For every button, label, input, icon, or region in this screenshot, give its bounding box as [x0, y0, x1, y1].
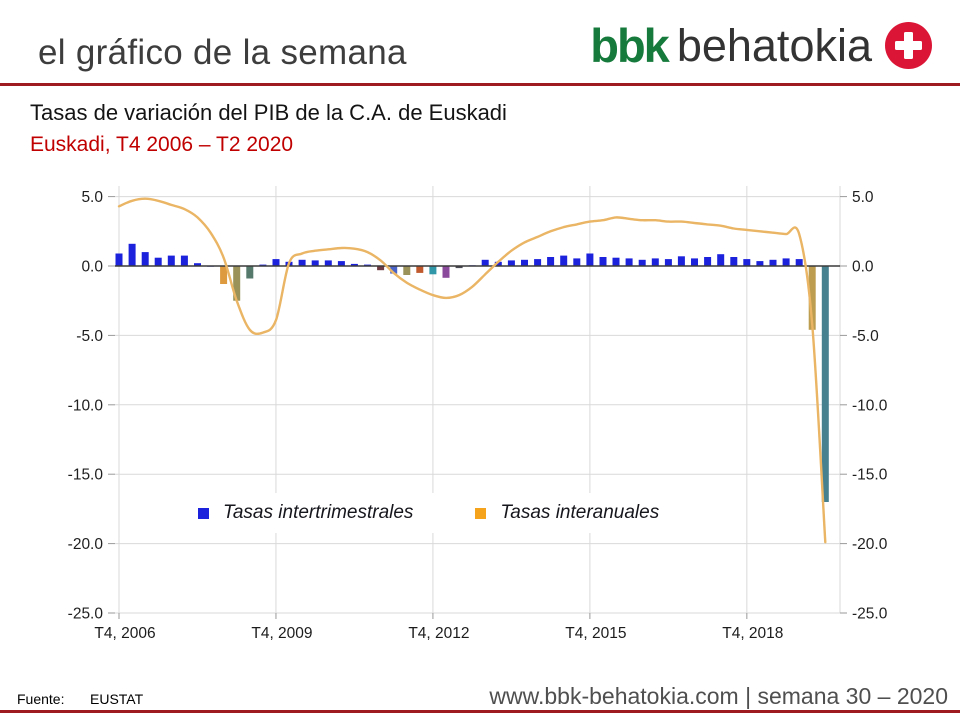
legend-swatch-orange	[475, 507, 487, 519]
bar	[717, 254, 725, 266]
y-tick-label-right: -10.0	[852, 397, 888, 414]
bar	[586, 253, 594, 266]
bar	[599, 257, 607, 266]
y-tick-label-right: 0.0	[852, 259, 874, 276]
y-tick-label-right: 5.0	[852, 189, 874, 206]
bar	[507, 260, 515, 266]
bar	[337, 261, 345, 266]
footer-divider-line	[0, 710, 960, 713]
x-tick-label: T4, 2018	[722, 625, 783, 642]
logo-red-circle	[885, 22, 932, 69]
y-tick-label-left: -25.0	[68, 606, 104, 623]
x-tick-label: T4, 2009	[251, 625, 312, 642]
interanuales-line	[117, 197, 827, 544]
x-tick-label: T4, 2012	[408, 625, 469, 642]
bar	[795, 259, 803, 266]
bar	[481, 259, 489, 266]
x-tick-label: T4, 2015	[565, 625, 626, 642]
bar	[233, 266, 241, 301]
y-tick-label-left: 5.0	[81, 189, 103, 206]
page-title: el gráfico de la semana	[38, 33, 407, 72]
logo-behatokia-text: behatokia	[676, 20, 872, 71]
chart-subtitle: Euskadi, T4 2006 – T2 2020	[30, 133, 294, 156]
legend-item-intertrimestrales: Tasas intertrimestrales	[198, 502, 413, 524]
footer-website: www.bbk-behatokia.com | semana 30 – 2020	[489, 683, 948, 709]
bar	[782, 258, 790, 266]
bar-series	[115, 243, 829, 502]
bar	[429, 266, 437, 275]
bar	[311, 260, 319, 266]
bar	[128, 243, 136, 266]
bar	[769, 259, 777, 266]
bar	[612, 257, 620, 266]
y-tick-label-left: 0.0	[81, 259, 103, 276]
chart-legend: Tasas intertrimestrales Tasas interanual…	[186, 493, 702, 533]
y-tick-label-right: -5.0	[852, 328, 879, 345]
bar	[141, 252, 149, 266]
bar	[743, 259, 751, 266]
y-tick-label-right: -20.0	[852, 536, 888, 553]
line-series	[117, 197, 827, 544]
bar	[808, 266, 816, 330]
bar	[664, 259, 672, 266]
bar	[494, 261, 502, 266]
legend-label: Tasas intertrimestrales	[223, 502, 414, 523]
y-tick-label-left: -20.0	[68, 536, 104, 553]
bar	[560, 255, 568, 266]
bar	[521, 259, 528, 266]
gridlines	[115, 186, 841, 614]
axis-labels: 5.0 5.0 0.0 0.0 -5.0 -5.0 -10.0 -10.0 -15.0 -15.0…	[68, 189, 888, 642]
bar	[390, 266, 398, 274]
bar	[298, 259, 306, 266]
plus-icon	[885, 22, 932, 69]
bar	[154, 257, 162, 266]
bar	[324, 260, 332, 266]
bar	[677, 256, 685, 266]
bar	[730, 257, 738, 266]
bar	[691, 258, 698, 266]
bar	[180, 255, 188, 266]
bar	[272, 259, 280, 266]
bar	[651, 258, 659, 266]
bar	[704, 257, 712, 266]
bar	[442, 266, 450, 278]
bar	[115, 253, 123, 266]
legend-swatch-blue	[198, 507, 209, 519]
y-tick-label-right: -25.0	[852, 606, 888, 623]
bar	[638, 259, 646, 266]
gdp-chart-plot: 5.0 5.0 0.0 0.0 -5.0 -5.0 -10.0 -10.0 -15.0 -15.0…	[68, 186, 888, 642]
bar	[821, 266, 829, 502]
bar	[403, 266, 411, 275]
bar	[194, 263, 201, 266]
bar	[534, 259, 542, 266]
source-value: EUSTAT	[90, 691, 144, 707]
header-divider-line	[0, 83, 960, 86]
axes	[108, 196, 847, 619]
y-tick-label-left: -15.0	[68, 467, 104, 484]
bar	[350, 263, 358, 266]
y-tick-label-left: -10.0	[68, 397, 104, 414]
legend-item-interanuales: Tasas interanuales	[475, 502, 659, 524]
bar	[547, 257, 555, 266]
bar	[455, 266, 463, 269]
x-tick-label: T4, 2006	[94, 625, 155, 642]
bar	[625, 258, 633, 266]
bar	[167, 255, 175, 266]
y-tick-label-right: -15.0	[852, 467, 888, 484]
bar	[377, 266, 385, 271]
bar	[416, 266, 424, 273]
legend-label: Tasas interanuales	[500, 502, 660, 523]
bar	[246, 266, 254, 279]
source-label: Fuente:	[17, 691, 65, 707]
chart-title: Tasas de variación del PIB de la C.A. de…	[30, 100, 507, 125]
bbk-behatokia-logo: bbk behatokia	[590, 22, 932, 69]
logo-bbk-text: bbk	[590, 19, 670, 72]
bar	[573, 258, 581, 266]
y-tick-label-left: -5.0	[76, 328, 103, 345]
bar	[756, 261, 764, 266]
bar	[220, 266, 228, 284]
